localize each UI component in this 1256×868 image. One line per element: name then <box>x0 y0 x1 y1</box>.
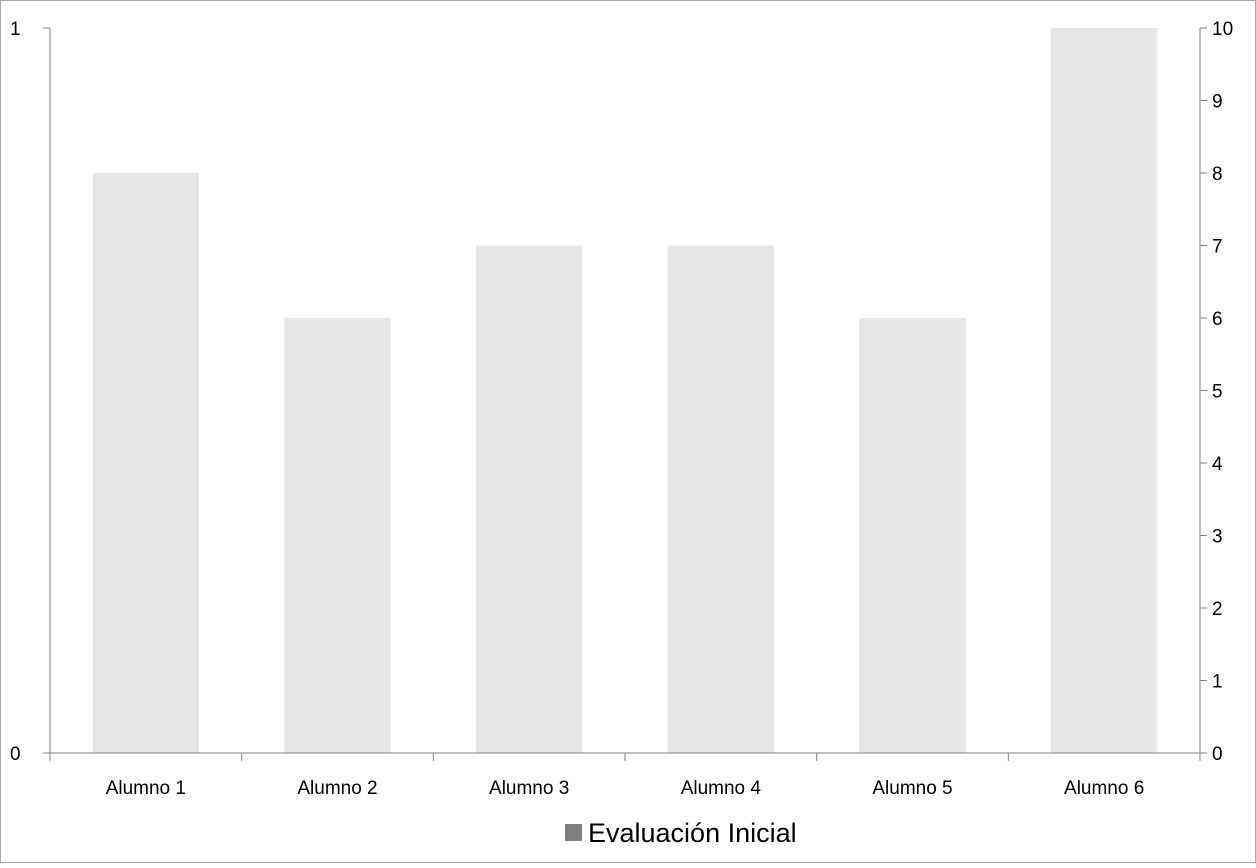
right-tick-label-7: 7 <box>1212 237 1223 258</box>
x-tick-label-1: Alumno 1 <box>106 778 186 799</box>
right-tick-label-0: 0 <box>1212 744 1223 765</box>
x-tick-label-4: Alumno 4 <box>681 778 762 799</box>
right-tick-label-1: 1 <box>1212 672 1223 693</box>
left-tick-label-1: 1 <box>10 19 21 40</box>
right-tick-label-8: 8 <box>1212 164 1223 185</box>
bar-6 <box>1050 28 1158 753</box>
bars-layer <box>92 28 1158 753</box>
right-tick-label-6: 6 <box>1212 309 1223 330</box>
axes-layer <box>43 27 1207 761</box>
right-tick-label-2: 2 <box>1212 599 1223 620</box>
bar-1 <box>92 173 200 753</box>
left-tick-label-0: 0 <box>10 744 21 765</box>
x-tick-label-3: Alumno 3 <box>489 778 569 799</box>
legend: Evaluación Inicial <box>565 818 797 848</box>
bar-5 <box>859 318 966 753</box>
x-tick-label-5: Alumno 5 <box>872 778 952 799</box>
right-tick-label-10: 10 <box>1212 19 1233 40</box>
x-tick-label-2: Alumno 2 <box>297 778 377 799</box>
right-tick-label-3: 3 <box>1212 527 1223 548</box>
legend-label: Evaluación Inicial <box>588 818 797 848</box>
bar-3 <box>475 245 583 753</box>
bar-2 <box>284 318 391 753</box>
x-tick-label-6: Alumno 6 <box>1064 778 1144 799</box>
legend-swatch <box>565 824 582 841</box>
right-tick-label-9: 9 <box>1212 92 1223 113</box>
right-tick-label-4: 4 <box>1212 454 1223 475</box>
bar-4 <box>667 245 775 753</box>
right-tick-label-5: 5 <box>1212 382 1223 403</box>
